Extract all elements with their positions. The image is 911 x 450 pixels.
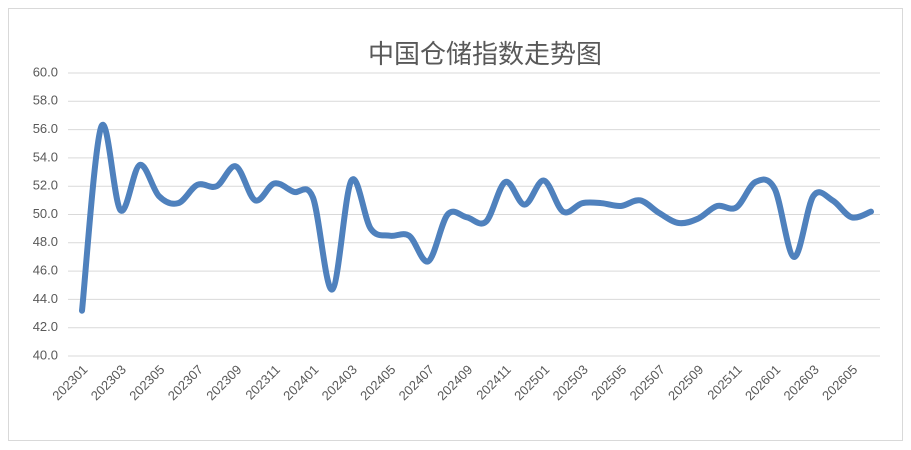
y-tick-label: 56.0 <box>33 121 58 136</box>
y-tick-label: 44.0 <box>33 291 58 306</box>
y-tick-label: 54.0 <box>33 149 58 164</box>
y-tick-label: 42.0 <box>33 319 58 334</box>
chart-frame <box>8 8 903 441</box>
y-tick-label: 52.0 <box>33 178 58 193</box>
data-line <box>79 121 874 314</box>
chart-title: 中国仓储指数走势图 <box>368 40 602 70</box>
y-tick-label: 46.0 <box>33 263 58 278</box>
y-tick-label: 50.0 <box>33 206 58 221</box>
y-tick-label: 60.0 <box>33 64 58 79</box>
y-tick-label: 48.0 <box>33 234 58 249</box>
y-tick-label: 58.0 <box>33 93 58 108</box>
y-tick-label: 40.0 <box>33 347 58 362</box>
